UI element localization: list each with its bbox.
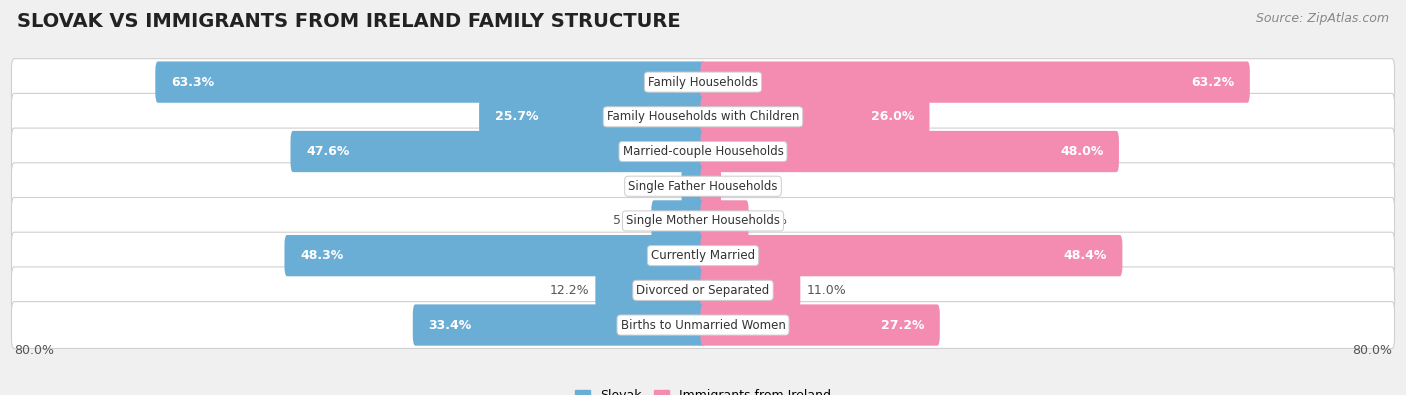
Text: 48.3%: 48.3% — [299, 249, 343, 262]
Text: 63.2%: 63.2% — [1191, 75, 1234, 88]
FancyBboxPatch shape — [479, 96, 706, 137]
FancyBboxPatch shape — [700, 305, 939, 346]
FancyBboxPatch shape — [11, 232, 1395, 279]
FancyBboxPatch shape — [413, 305, 706, 346]
FancyBboxPatch shape — [11, 163, 1395, 210]
Text: Married-couple Households: Married-couple Households — [623, 145, 783, 158]
FancyBboxPatch shape — [11, 59, 1395, 105]
Text: Divorced or Separated: Divorced or Separated — [637, 284, 769, 297]
FancyBboxPatch shape — [651, 200, 706, 242]
FancyBboxPatch shape — [682, 166, 706, 207]
FancyBboxPatch shape — [291, 131, 706, 172]
Text: 5.0%: 5.0% — [755, 214, 787, 228]
Text: 48.0%: 48.0% — [1060, 145, 1104, 158]
Text: Currently Married: Currently Married — [651, 249, 755, 262]
Text: Single Mother Households: Single Mother Households — [626, 214, 780, 228]
Text: 27.2%: 27.2% — [880, 318, 924, 331]
Text: 47.6%: 47.6% — [307, 145, 349, 158]
FancyBboxPatch shape — [700, 270, 800, 311]
FancyBboxPatch shape — [700, 166, 721, 207]
FancyBboxPatch shape — [595, 270, 706, 311]
FancyBboxPatch shape — [11, 93, 1395, 140]
Text: 80.0%: 80.0% — [14, 344, 53, 357]
FancyBboxPatch shape — [11, 198, 1395, 245]
FancyBboxPatch shape — [700, 200, 748, 242]
Text: Source: ZipAtlas.com: Source: ZipAtlas.com — [1256, 12, 1389, 25]
FancyBboxPatch shape — [11, 267, 1395, 314]
Text: 1.8%: 1.8% — [727, 180, 759, 193]
FancyBboxPatch shape — [700, 235, 1122, 276]
Text: Births to Unmarried Women: Births to Unmarried Women — [620, 318, 786, 331]
Text: SLOVAK VS IMMIGRANTS FROM IRELAND FAMILY STRUCTURE: SLOVAK VS IMMIGRANTS FROM IRELAND FAMILY… — [17, 12, 681, 31]
Text: 5.7%: 5.7% — [613, 214, 645, 228]
Text: 80.0%: 80.0% — [1353, 344, 1392, 357]
Text: Single Father Households: Single Father Households — [628, 180, 778, 193]
Legend: Slovak, Immigrants from Ireland: Slovak, Immigrants from Ireland — [569, 384, 837, 395]
Text: 25.7%: 25.7% — [495, 110, 538, 123]
Text: 26.0%: 26.0% — [870, 110, 914, 123]
FancyBboxPatch shape — [700, 62, 1250, 103]
Text: 33.4%: 33.4% — [429, 318, 471, 331]
Text: 2.2%: 2.2% — [644, 180, 675, 193]
Text: 63.3%: 63.3% — [170, 75, 214, 88]
Text: Family Households with Children: Family Households with Children — [607, 110, 799, 123]
Text: 48.4%: 48.4% — [1063, 249, 1107, 262]
FancyBboxPatch shape — [11, 128, 1395, 175]
Text: 12.2%: 12.2% — [550, 284, 589, 297]
Text: 11.0%: 11.0% — [807, 284, 846, 297]
Text: Family Households: Family Households — [648, 75, 758, 88]
FancyBboxPatch shape — [284, 235, 706, 276]
FancyBboxPatch shape — [700, 131, 1119, 172]
FancyBboxPatch shape — [11, 302, 1395, 348]
FancyBboxPatch shape — [700, 96, 929, 137]
FancyBboxPatch shape — [155, 62, 706, 103]
